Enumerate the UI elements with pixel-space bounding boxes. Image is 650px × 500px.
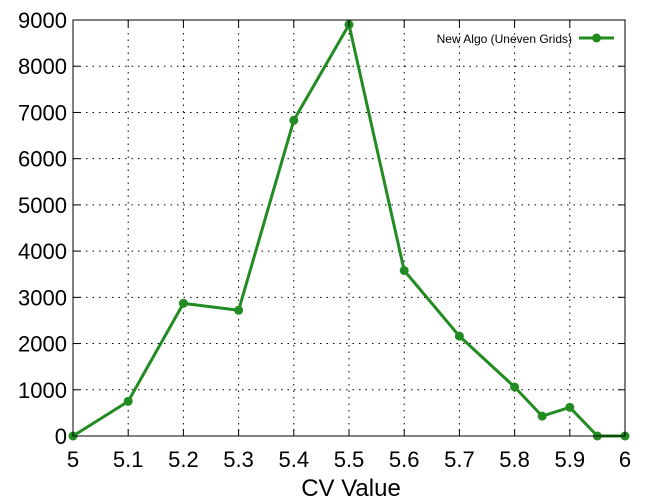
y-tick-label: 6000	[18, 147, 67, 172]
series-layer	[68, 20, 630, 441]
axis-ticks	[72, 19, 626, 437]
legend-marker	[592, 33, 601, 43]
data-point-marker	[123, 396, 133, 406]
data-point-marker	[565, 402, 575, 412]
x-tick-label: 5.5	[334, 447, 365, 472]
x-tick-label: 6	[619, 447, 631, 472]
y-tick-label: 8000	[18, 54, 67, 79]
y-tick-label: 3000	[18, 285, 67, 310]
y-tick-label: 1000	[18, 378, 67, 403]
x-tick-label: 5	[67, 447, 79, 472]
x-tick-label: 5.2	[168, 447, 199, 472]
y-tick-label: 7000	[18, 100, 67, 125]
y-tick-label: 0	[55, 424, 67, 449]
x-tick-label: 5.6	[389, 447, 420, 472]
y-tick-label: 4000	[18, 239, 67, 264]
y-tick-labels: 0 1000 2000 3000 4000 5000 6000 7000 8000 9000	[18, 8, 67, 449]
data-point-marker	[454, 331, 464, 341]
y-tick-label: 2000	[18, 332, 67, 357]
x-tick-label: 5.4	[279, 447, 310, 472]
grid	[73, 20, 625, 436]
data-point-marker	[399, 266, 409, 276]
x-tick-label: 5.8	[499, 447, 530, 472]
x-tick-label: 5.3	[223, 447, 254, 472]
data-point-marker	[234, 305, 244, 315]
x-axis-title: CV Value	[301, 475, 401, 500]
data-point-marker	[289, 115, 299, 125]
data-point-marker	[537, 411, 547, 421]
x-tick-labels: 5 5.1 5.2 5.3 5.4 5.5 5.6 5.7 5.8 5.9 6	[67, 447, 631, 472]
legend: New Algo (Uneven Grids)	[437, 32, 614, 46]
data-point-marker	[178, 298, 188, 308]
legend-label: New Algo (Uneven Grids)	[437, 32, 572, 46]
x-tick-label: 5.1	[113, 447, 144, 472]
data-point-marker	[510, 382, 520, 392]
x-tick-label: 5.7	[444, 447, 475, 472]
y-tick-label: 9000	[18, 8, 67, 33]
x-tick-label: 5.9	[555, 447, 586, 472]
y-tick-label: 5000	[18, 193, 67, 218]
